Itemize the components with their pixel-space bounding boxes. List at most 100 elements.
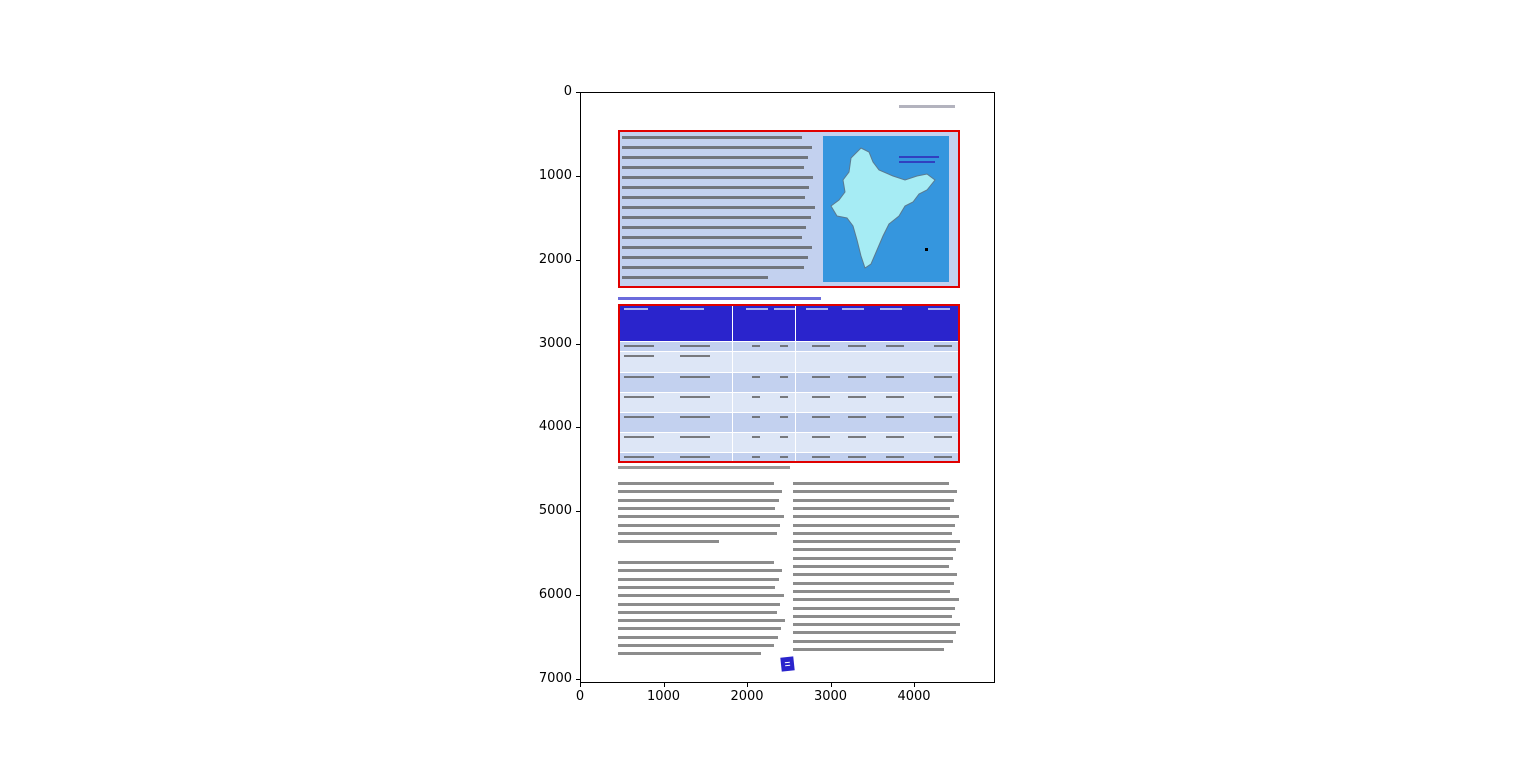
table-cell [780, 436, 788, 438]
column-header [928, 308, 950, 310]
table-cell [624, 416, 654, 418]
y-tick-mark [576, 595, 580, 597]
text-line [793, 639, 953, 643]
table-cell [680, 345, 710, 347]
text-line [622, 176, 814, 179]
document-page [581, 93, 994, 682]
table-cell [680, 355, 710, 357]
table-cell [752, 456, 760, 458]
table-cell [624, 456, 654, 458]
column-header [806, 308, 828, 310]
table-cell [752, 436, 760, 438]
text-line [793, 573, 958, 577]
table-cell [680, 436, 710, 438]
table-cell [624, 436, 654, 438]
table-cell [934, 345, 952, 347]
text-line [622, 266, 804, 269]
text-line [793, 589, 951, 593]
text-line [618, 577, 779, 581]
text-line [618, 515, 784, 519]
table-bounding-box [618, 304, 960, 463]
y-tick-label: 7000 [538, 671, 572, 687]
table-row [618, 341, 960, 351]
text-line [793, 498, 954, 502]
table-cell [624, 355, 654, 357]
column-divider [732, 304, 733, 463]
table-cell [934, 436, 952, 438]
y-tick-label: 2000 [538, 251, 572, 267]
text-line [793, 631, 957, 635]
column-header [880, 308, 902, 310]
table-row [618, 432, 960, 452]
text-line [618, 627, 782, 631]
table-row [618, 412, 960, 432]
table-cell [934, 456, 952, 458]
table-cell [680, 396, 710, 398]
table-cell [680, 376, 710, 378]
table-row [618, 452, 960, 463]
figure-text-block [622, 134, 818, 282]
x-tick-label: 3000 [813, 689, 848, 704]
figure-bounding-box [618, 130, 960, 288]
x-tick-label: 2000 [730, 689, 764, 704]
table-cell [886, 396, 904, 398]
table-cell [812, 436, 830, 438]
table-cell [886, 416, 904, 418]
text-line [618, 498, 779, 502]
table-cell [812, 456, 830, 458]
page-number-badge [780, 656, 795, 672]
table-cell [624, 376, 654, 378]
text-line [622, 246, 812, 249]
column-divider [795, 304, 796, 463]
y-tick-mark [576, 511, 580, 513]
text-line [793, 490, 958, 494]
y-tick-mark [576, 259, 580, 261]
table-cell [886, 456, 904, 458]
table-cell [886, 436, 904, 438]
y-tick-mark [576, 679, 580, 681]
text-line [793, 623, 960, 627]
text-line [622, 206, 815, 209]
table-row [618, 372, 960, 392]
table-cell [752, 345, 760, 347]
table-cell [812, 396, 830, 398]
table-cell [752, 376, 760, 378]
text-line [622, 256, 808, 259]
table-cell [780, 396, 788, 398]
column-header [746, 308, 768, 310]
y-tick-mark [576, 427, 580, 429]
text-line [622, 236, 803, 239]
text-line [793, 565, 950, 568]
text-line [618, 531, 777, 535]
text-line [622, 186, 810, 189]
y-tick-label: 3000 [538, 335, 572, 351]
text-line [618, 610, 777, 614]
text-line [793, 598, 959, 602]
table-cell [886, 345, 904, 347]
text-line [793, 540, 960, 544]
figure-panel [618, 130, 960, 288]
x-tick-label: 4000 [897, 689, 931, 704]
column-header [680, 308, 704, 310]
text-line [622, 276, 768, 279]
y-tick-mark [576, 92, 580, 93]
text-line [793, 482, 950, 485]
text-line [793, 606, 956, 610]
text-line [618, 635, 778, 639]
table-cell [848, 456, 866, 458]
table-cell [780, 416, 788, 418]
table-cell [934, 416, 952, 418]
plot-axes [580, 92, 995, 683]
text-line [618, 619, 785, 623]
x-tick-mark [580, 683, 581, 687]
text-line [618, 602, 781, 606]
text-line [618, 523, 781, 527]
x-tick-label: 1000 [646, 689, 681, 704]
text-line [793, 506, 951, 510]
column-header [842, 308, 864, 310]
table-cell [848, 436, 866, 438]
table-cell [780, 456, 788, 458]
table-cell [934, 396, 952, 398]
y-tick-label: 4000 [538, 419, 572, 435]
